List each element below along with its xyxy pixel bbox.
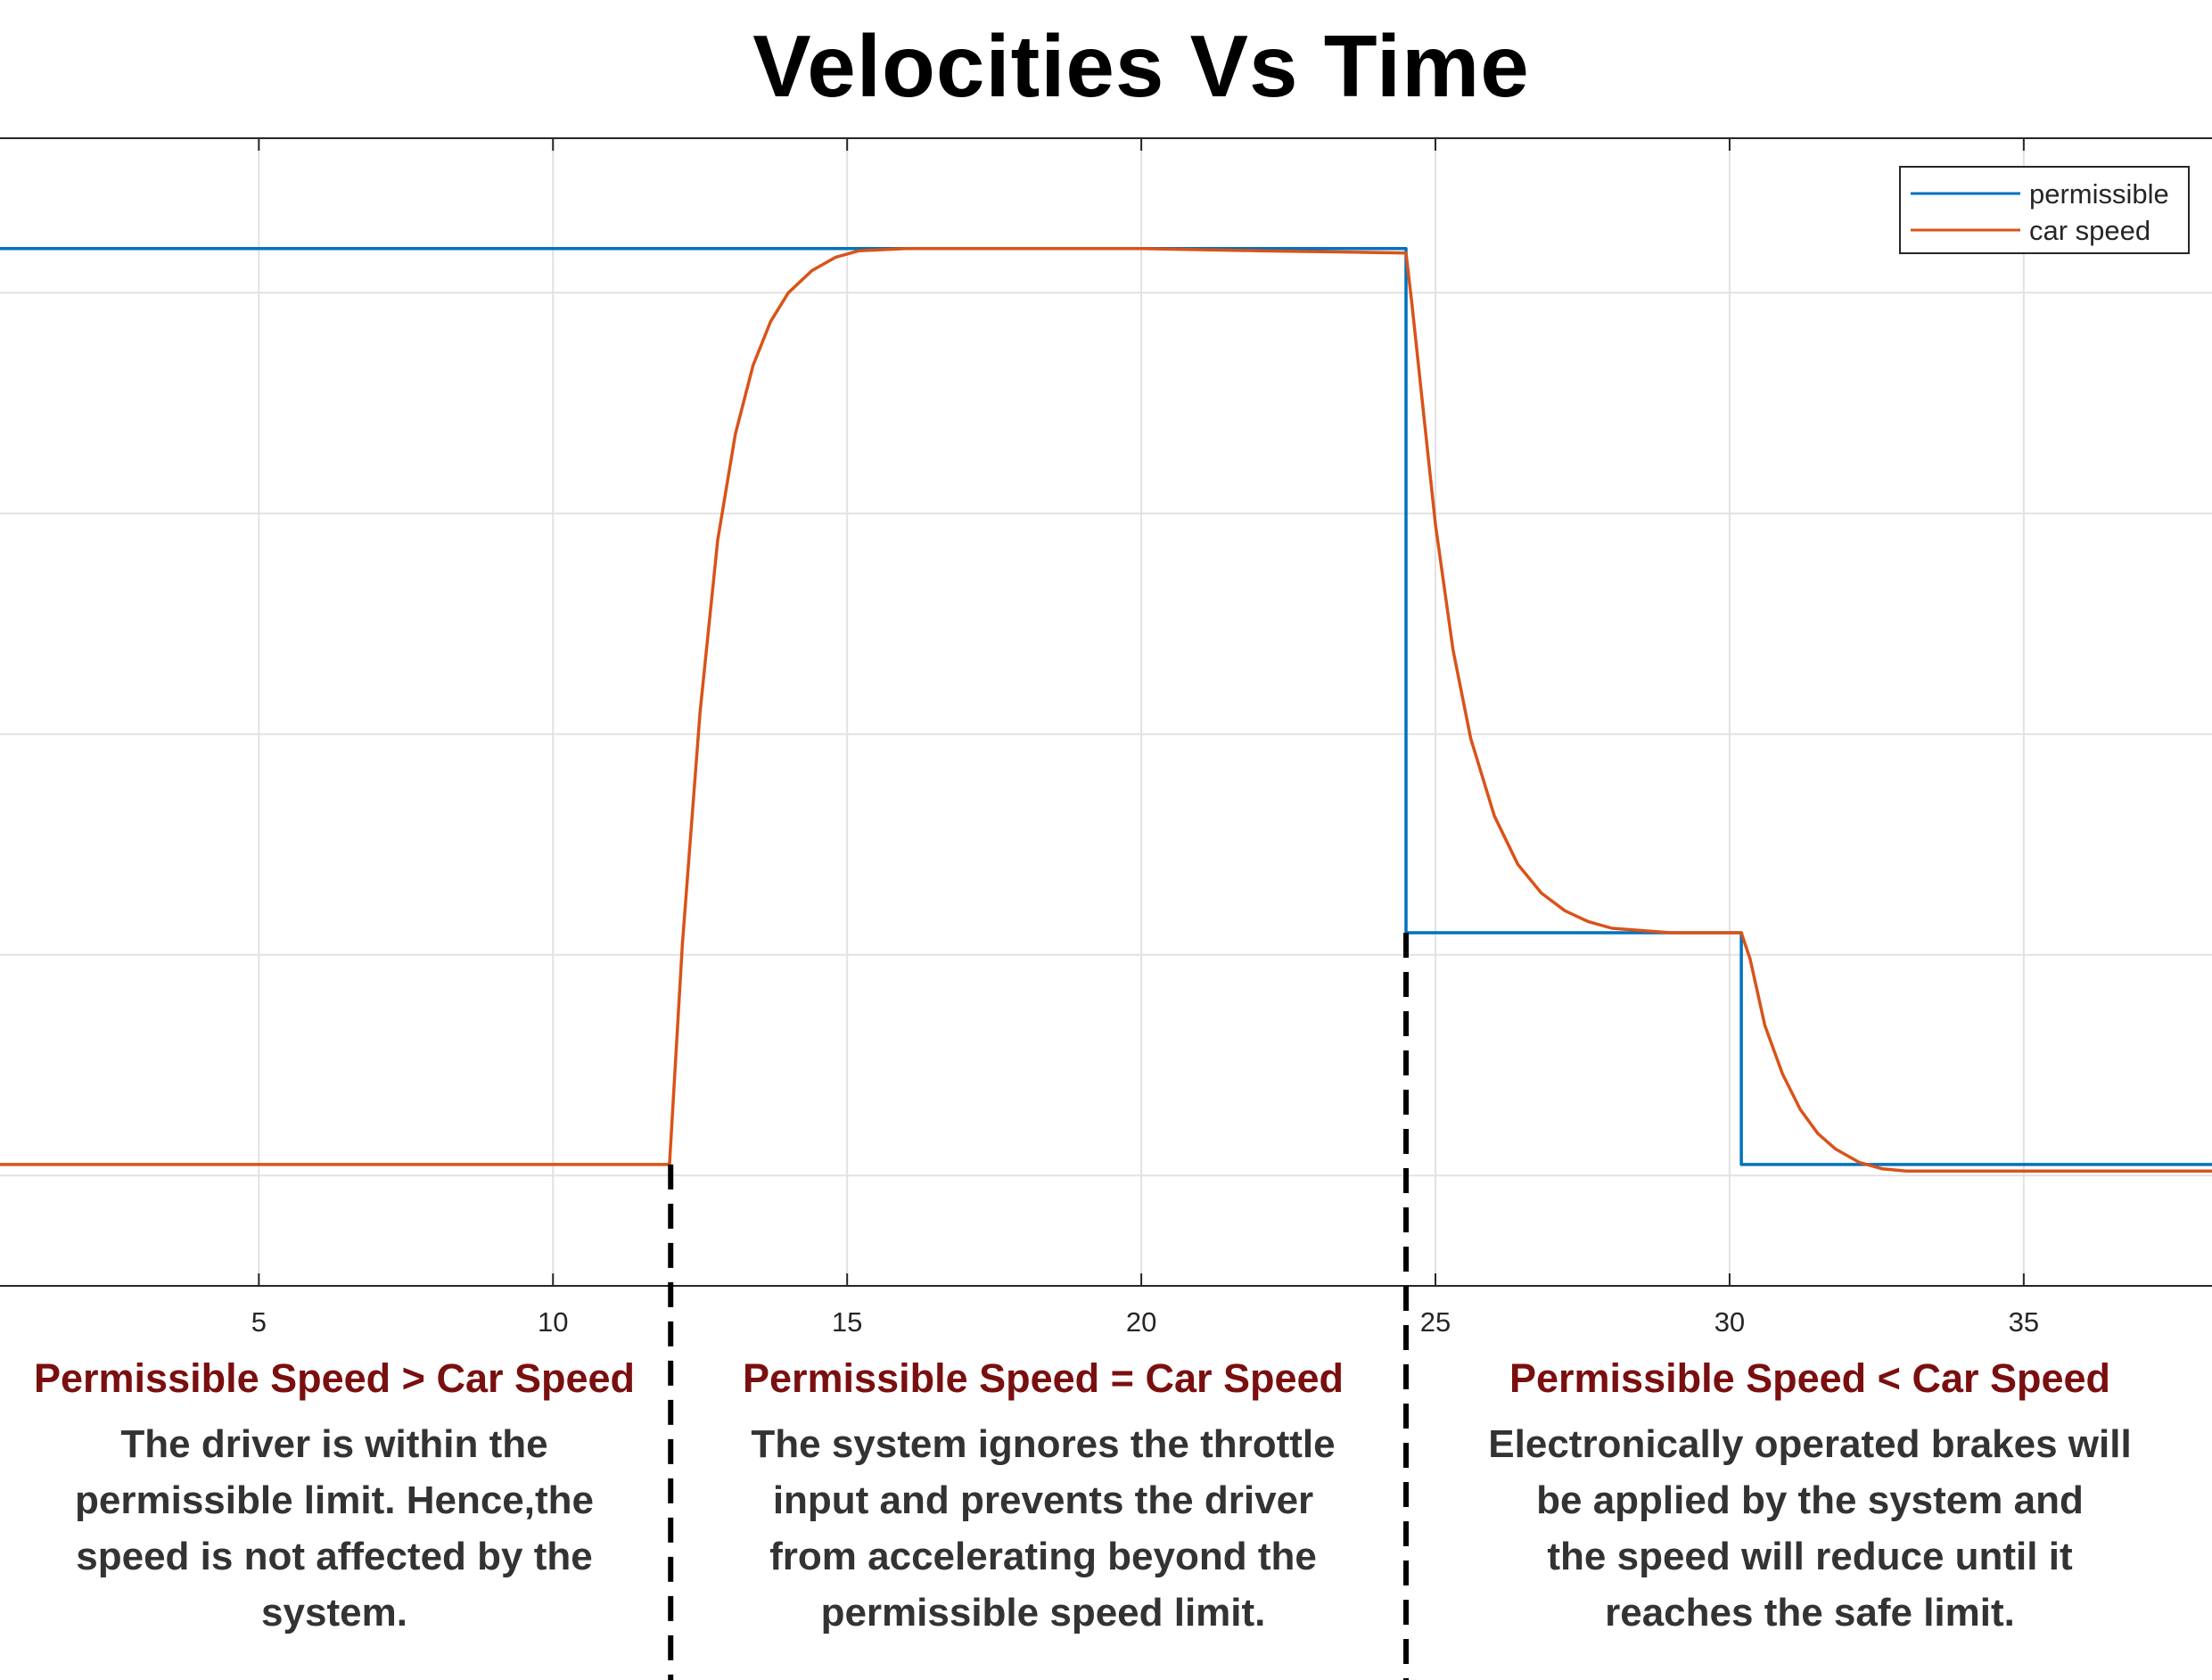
x-tick-label: 25 bbox=[1420, 1306, 1451, 1338]
legend-label: permissible bbox=[2029, 178, 2169, 210]
series-line-permissible bbox=[0, 247, 2212, 1166]
region-at-limit: Permissible Speed = Car Speed The system… bbox=[687, 1355, 1400, 1641]
region-title: Permissible Speed = Car Speed bbox=[742, 1355, 1344, 1401]
divider-layer bbox=[668, 933, 1410, 1680]
series-layer bbox=[0, 247, 2212, 1174]
x-tick-label: 15 bbox=[832, 1306, 862, 1338]
region-title: Permissible Speed > Car Speed bbox=[33, 1355, 636, 1401]
x-tick-label: 10 bbox=[538, 1306, 568, 1338]
axes-layer bbox=[0, 137, 2212, 1287]
legend[interactable]: permissible car speed bbox=[1899, 166, 2190, 254]
region-description: The driver is within the permissible lim… bbox=[75, 1422, 594, 1635]
legend-box bbox=[1899, 166, 2190, 254]
series-line-car-speed bbox=[0, 247, 2212, 1174]
region-description: The system ignores the throttle input an… bbox=[751, 1422, 1336, 1635]
tick-layer: 5 10 15 20 25 30 35 bbox=[251, 138, 2039, 1338]
region-above-limit: Permissible Speed < Car Speed Electronic… bbox=[1427, 1355, 2193, 1641]
legend-label: car speed bbox=[2029, 215, 2150, 246]
x-tick-label: 5 bbox=[251, 1306, 267, 1338]
chart-title: Velocities Vs Time bbox=[752, 17, 1530, 115]
x-tick-label: 20 bbox=[1126, 1306, 1156, 1338]
region-below-limit: Permissible Speed > Car Speed The driver… bbox=[0, 1355, 669, 1641]
x-tick-label: 30 bbox=[1715, 1306, 1745, 1338]
grid-layer bbox=[0, 138, 2212, 1286]
region-description: Electronically operated brakes will be a… bbox=[1488, 1422, 2132, 1635]
x-tick-label: 35 bbox=[2009, 1306, 2039, 1338]
region-title: Permissible Speed < Car Speed bbox=[1509, 1355, 2111, 1401]
